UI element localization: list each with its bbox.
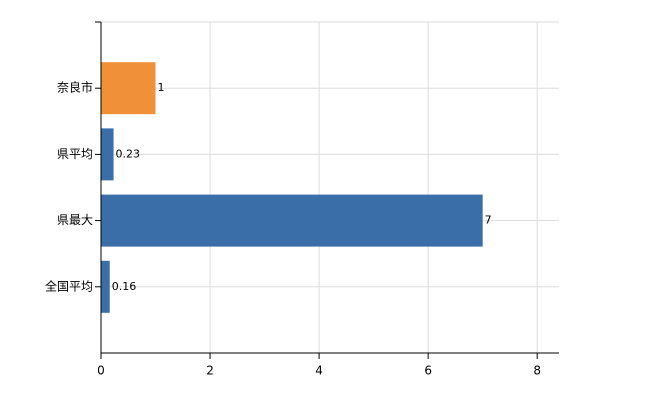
bar	[101, 62, 156, 115]
bar	[101, 128, 114, 181]
data-label: 0.23	[116, 147, 140, 160]
bar	[101, 194, 483, 247]
x-tick-label: 8	[533, 364, 541, 378]
x-tick-label: 6	[424, 364, 432, 378]
y-tick-label: 県平均	[57, 147, 93, 161]
bar	[101, 260, 110, 313]
data-label: 1	[158, 81, 165, 94]
y-tick-label: 奈良市	[57, 80, 93, 95]
y-tick-label: 全国平均	[45, 278, 93, 293]
x-tick-label: 0	[97, 364, 105, 378]
data-label: 7	[485, 214, 492, 227]
y-tick-label: 県最大	[57, 213, 93, 227]
data-label: 0.16	[112, 280, 137, 293]
x-tick-label: 2	[206, 364, 214, 378]
x-tick-label: 4	[315, 364, 323, 378]
